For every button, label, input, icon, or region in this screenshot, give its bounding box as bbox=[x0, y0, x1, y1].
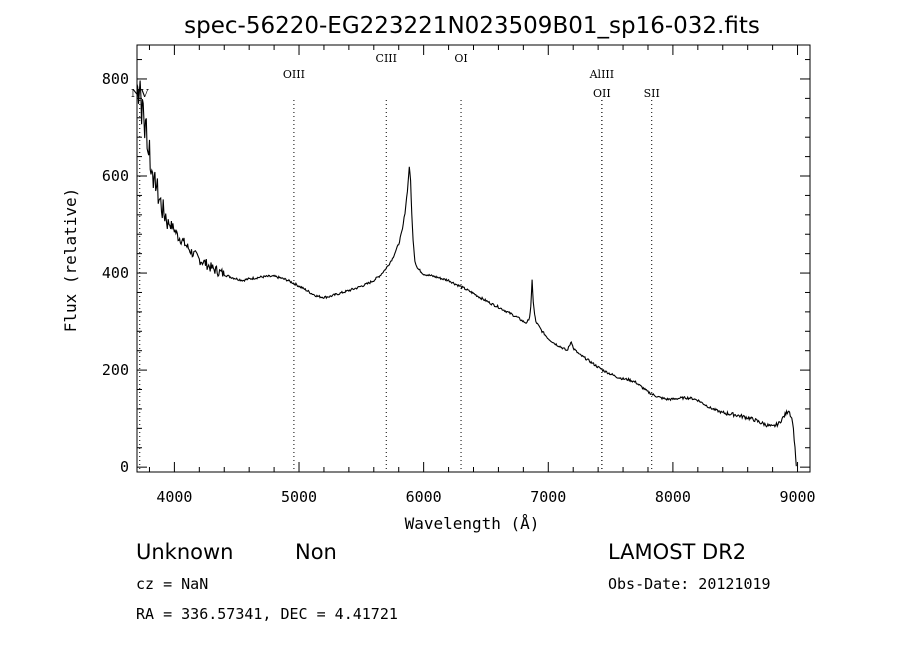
x-axis-label: Wavelength (Å) bbox=[405, 514, 540, 533]
subclass-label: Non bbox=[295, 540, 337, 564]
x-tick-label: 4000 bbox=[156, 488, 192, 506]
y-tick-label: 200 bbox=[102, 361, 129, 379]
plot-axes: 4000 5000 6000 7000 8000 9000 0 200 400 600 800 bbox=[102, 44, 816, 506]
obs-date: Obs-Date: 20121019 bbox=[608, 575, 771, 593]
line-marker-label: OII bbox=[593, 87, 611, 100]
y-tick-label: 0 bbox=[120, 458, 129, 476]
survey-label: LAMOST DR2 bbox=[608, 540, 747, 564]
line-marker-label: AlIII bbox=[589, 68, 615, 81]
line-marker-label: OIII bbox=[283, 68, 305, 81]
line-marker-label: OI bbox=[454, 52, 467, 65]
spectrum-line bbox=[136, 80, 797, 467]
line-marker-label: SII bbox=[644, 87, 660, 100]
y-tick-label: 600 bbox=[102, 167, 129, 185]
y-axis-label: Flux (relative) bbox=[61, 188, 80, 333]
y-tick-label: 800 bbox=[102, 70, 129, 88]
class-label: Unknown bbox=[136, 540, 234, 564]
coordinates-readout: RA = 336.57341, DEC = 4.41721 bbox=[136, 605, 398, 623]
x-tick-label: 7000 bbox=[530, 488, 566, 506]
x-tick-label: 8000 bbox=[655, 488, 691, 506]
y-tick-label: 400 bbox=[102, 264, 129, 282]
x-tick-label: 5000 bbox=[281, 488, 317, 506]
redshift-readout: cz = NaN bbox=[136, 575, 209, 593]
line-marker-label: CIII bbox=[376, 52, 397, 65]
chart-title: spec-56220-EG223221N023509B01_sp16-032.f… bbox=[184, 13, 760, 39]
x-tick-label: 6000 bbox=[406, 488, 442, 506]
x-tick-label: 9000 bbox=[779, 488, 815, 506]
